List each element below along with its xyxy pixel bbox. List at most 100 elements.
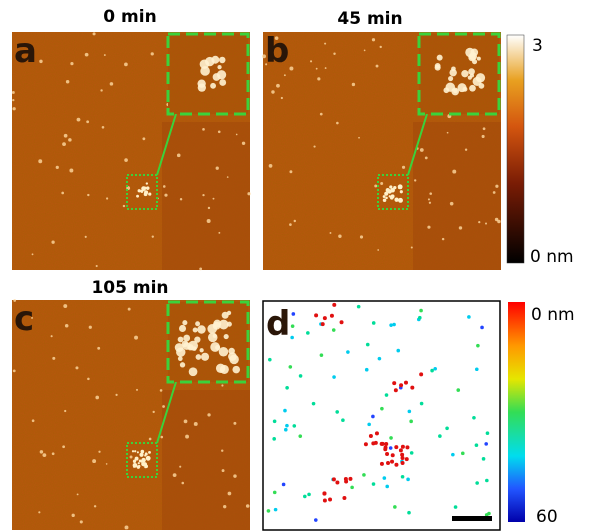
map-dot	[371, 441, 375, 445]
particle	[106, 197, 108, 199]
map-dot	[292, 424, 296, 428]
particle	[247, 192, 250, 195]
inset-aggregate	[183, 335, 190, 342]
inset-aggregate	[189, 367, 198, 376]
map-dot	[314, 518, 318, 522]
particle	[221, 384, 223, 386]
particle	[207, 219, 211, 223]
particle	[160, 389, 163, 392]
map-dot	[438, 434, 442, 438]
particle	[236, 134, 238, 136]
map-dot	[401, 445, 405, 449]
particle	[52, 357, 55, 360]
aggregate	[384, 192, 388, 196]
particle	[495, 185, 498, 188]
afm-panel: a	[12, 31, 251, 270]
map-dot	[307, 493, 311, 497]
inset-aggregate	[463, 87, 468, 92]
particle	[64, 134, 68, 138]
map-dot	[273, 491, 277, 495]
map-dot	[289, 365, 293, 369]
map-dot	[383, 447, 387, 451]
map-dot	[303, 495, 307, 499]
particle	[95, 396, 99, 400]
map-dot	[385, 393, 389, 397]
particle	[376, 65, 379, 68]
particle	[411, 247, 413, 249]
particle	[452, 170, 456, 174]
map-dot	[375, 431, 379, 435]
particle	[208, 207, 210, 209]
particle	[207, 413, 210, 416]
particle	[425, 156, 428, 159]
colorbar-label: 0 nm	[530, 247, 574, 267]
map-dot	[475, 367, 479, 371]
inset-aggregate	[479, 83, 485, 89]
map-dot	[401, 461, 405, 465]
aggregate	[148, 192, 151, 195]
map-dot	[406, 478, 410, 482]
particle	[402, 166, 405, 169]
map-dot	[389, 323, 393, 327]
map-dot	[476, 344, 480, 348]
particle	[374, 185, 377, 188]
particle	[136, 389, 138, 391]
particle	[72, 514, 75, 517]
particle	[149, 438, 152, 441]
particle	[152, 235, 154, 237]
map-dot	[335, 410, 339, 414]
particle	[218, 130, 221, 133]
particle	[222, 469, 225, 472]
particle	[478, 221, 480, 223]
particle	[98, 451, 100, 453]
map-dot	[430, 369, 434, 373]
particle	[13, 369, 16, 372]
map-dot	[408, 410, 412, 414]
particle	[77, 118, 81, 122]
map-dot	[401, 475, 405, 479]
particle	[338, 235, 341, 238]
particle	[80, 520, 83, 523]
map-dot	[445, 426, 449, 430]
aggregate	[138, 462, 140, 464]
map-dot	[342, 496, 346, 500]
map-dot	[433, 367, 437, 371]
height-colorbar	[507, 35, 524, 263]
map-dot	[385, 452, 389, 456]
map-dot	[267, 509, 271, 513]
map-dot	[380, 407, 384, 411]
map-dot	[392, 323, 396, 327]
map-dot	[323, 498, 327, 502]
inset-aggregate	[437, 55, 443, 61]
map-dot	[407, 511, 411, 515]
map-dot	[299, 374, 303, 378]
particle	[115, 394, 117, 396]
aggregate	[138, 189, 141, 192]
particle	[495, 218, 498, 221]
particle	[100, 89, 102, 91]
map-dot	[394, 445, 398, 449]
particle	[179, 466, 181, 468]
particle	[336, 122, 339, 125]
inset-aggregate	[216, 364, 225, 373]
map-dot	[290, 336, 294, 340]
inset-aggregate	[217, 70, 226, 79]
particle	[281, 97, 283, 99]
particle	[181, 482, 184, 485]
particle	[125, 526, 129, 530]
particle	[85, 236, 87, 238]
map-dot	[322, 492, 326, 496]
map-dot	[362, 473, 366, 477]
inset-aggregate	[222, 312, 229, 319]
map-dot	[274, 508, 278, 512]
particle	[66, 80, 69, 83]
particle	[12, 99, 14, 101]
panel-letter: b	[265, 31, 289, 71]
map-dot	[420, 402, 424, 406]
aggregate	[132, 450, 134, 452]
map-dot	[371, 415, 375, 419]
particle	[106, 463, 108, 465]
map-dot	[399, 448, 403, 452]
map-dot	[344, 480, 348, 484]
map-dot	[405, 445, 409, 449]
